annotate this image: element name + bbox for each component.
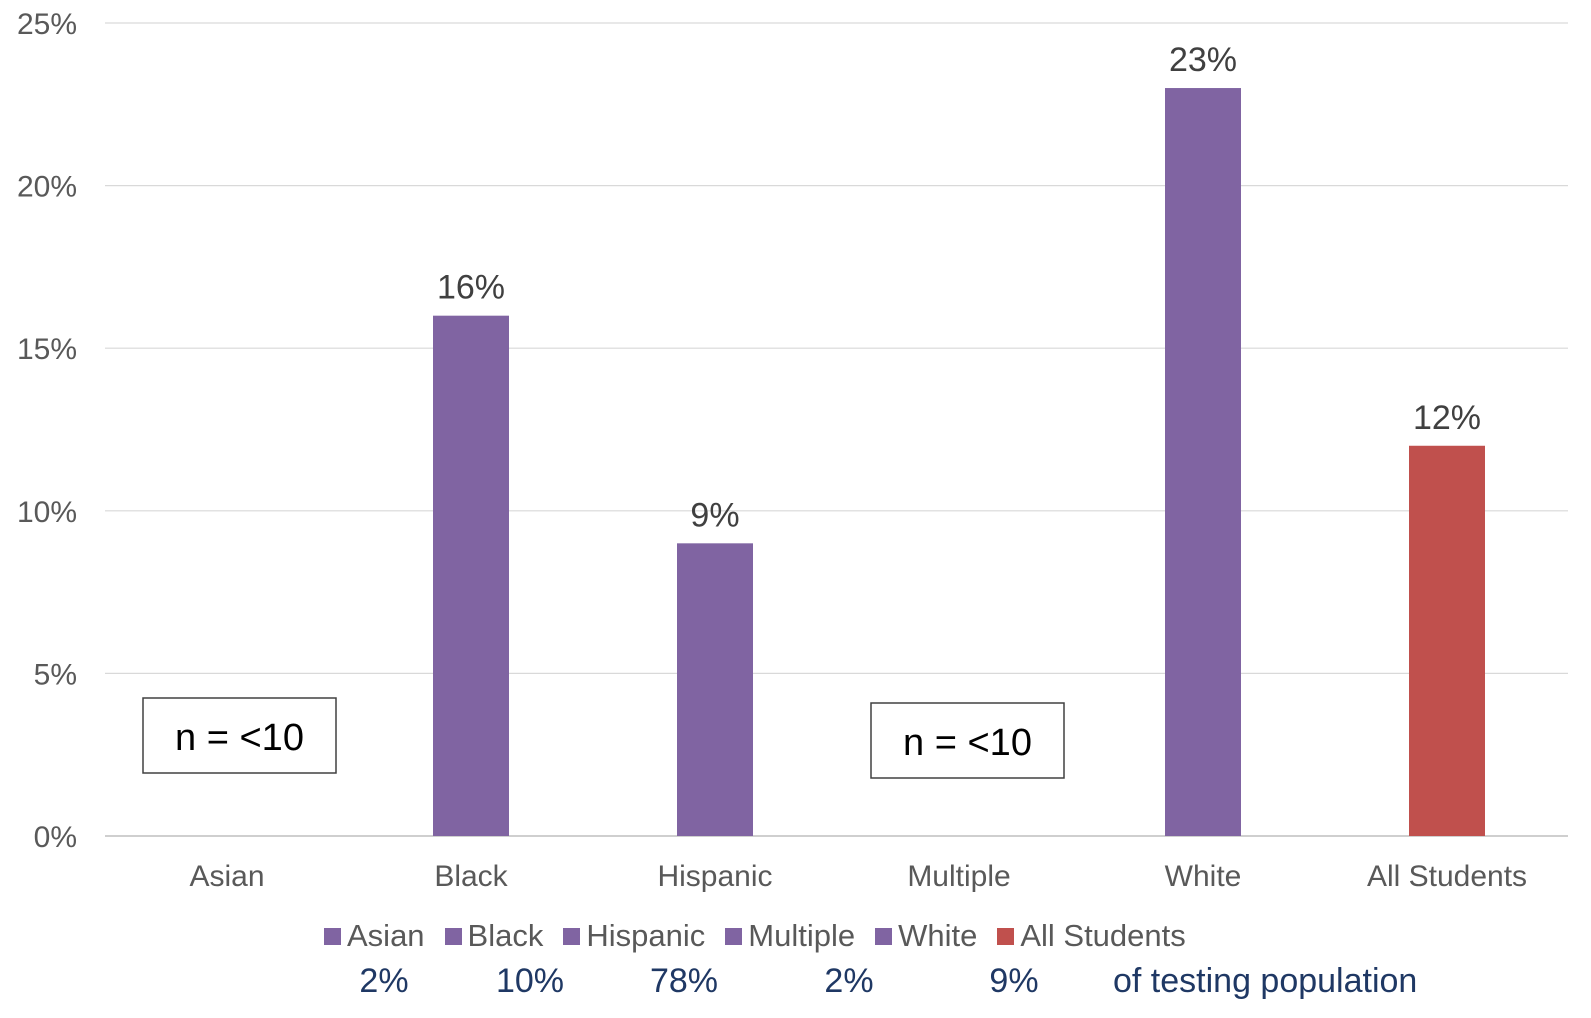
legend-item: Multiple xyxy=(725,918,855,954)
legend-item: All Students xyxy=(997,918,1186,954)
data-labels: 16% 9% 23% 12% xyxy=(437,41,1481,534)
data-label: 12% xyxy=(1413,399,1481,437)
population-share: 10% xyxy=(495,962,565,1000)
x-axis-categories: Asian Black Hispanic Multiple White All Stude… xyxy=(189,860,1527,893)
legend-item: Asian xyxy=(324,918,425,954)
legend-label: Black xyxy=(467,918,544,953)
legend-label: White xyxy=(898,918,978,953)
category-label: Hispanic xyxy=(657,860,772,893)
y-tick-label: 15% xyxy=(17,333,77,366)
population-share: 9% xyxy=(989,962,1039,1000)
annotation-note: n = <10 xyxy=(142,697,337,774)
y-tick-label: 20% xyxy=(17,171,77,204)
annotation-box xyxy=(870,702,1065,779)
legend-label: Multiple xyxy=(748,918,856,953)
y-tick-label: 10% xyxy=(17,496,77,529)
annotation-box xyxy=(142,697,337,774)
gridlines xyxy=(105,22,1568,837)
population-share: 2% xyxy=(359,962,409,1000)
legend-swatch xyxy=(875,927,893,945)
bar-all-students xyxy=(1409,445,1485,836)
data-label: 16% xyxy=(437,269,505,307)
legend: Asian Black Hispanic Multiple White All Stude… xyxy=(324,914,1206,958)
population-share-suffix: of testing population xyxy=(1113,962,1418,1000)
population-shares: of testing population 2% 10% 78% 2% 9% xyxy=(0,962,1591,1012)
category-label: Asian xyxy=(189,860,264,893)
legend-item: Black xyxy=(444,918,544,954)
bar-hispanic xyxy=(677,543,753,836)
population-share: 2% xyxy=(824,962,874,1000)
bar-black xyxy=(433,315,509,836)
y-axis-ticks: 0% 5% 10% 15% 20% 25% xyxy=(17,8,77,854)
data-label: 9% xyxy=(690,496,739,534)
y-tick-label: 0% xyxy=(34,821,77,854)
legend-swatch xyxy=(444,927,462,945)
y-tick-label: 5% xyxy=(34,658,77,691)
category-label: Multiple xyxy=(907,860,1010,893)
population-share: 78% xyxy=(649,962,719,1000)
legend-label: Hispanic xyxy=(586,918,706,953)
category-label: White xyxy=(1165,860,1242,893)
category-label: All Students xyxy=(1367,860,1527,893)
annotation-text: n = <10 xyxy=(903,722,1032,764)
legend-swatch xyxy=(997,927,1015,945)
legend-label: Asian xyxy=(347,918,425,953)
bar-white xyxy=(1165,88,1241,837)
legend-label: All Students xyxy=(1020,918,1186,953)
y-tick-label: 25% xyxy=(17,8,77,41)
legend-swatch xyxy=(563,927,581,945)
bars xyxy=(433,88,1485,837)
legend-item: White xyxy=(875,918,977,954)
annotations: n = <10 n = <10 xyxy=(142,697,1065,779)
data-label: 23% xyxy=(1169,41,1237,79)
annotation-text: n = <10 xyxy=(175,717,304,759)
annotation-note: n = <10 xyxy=(870,702,1065,779)
legend-swatch xyxy=(725,927,743,945)
category-label: Black xyxy=(434,860,508,893)
legend-item: Hispanic xyxy=(563,918,705,954)
legend-swatch xyxy=(324,927,341,945)
